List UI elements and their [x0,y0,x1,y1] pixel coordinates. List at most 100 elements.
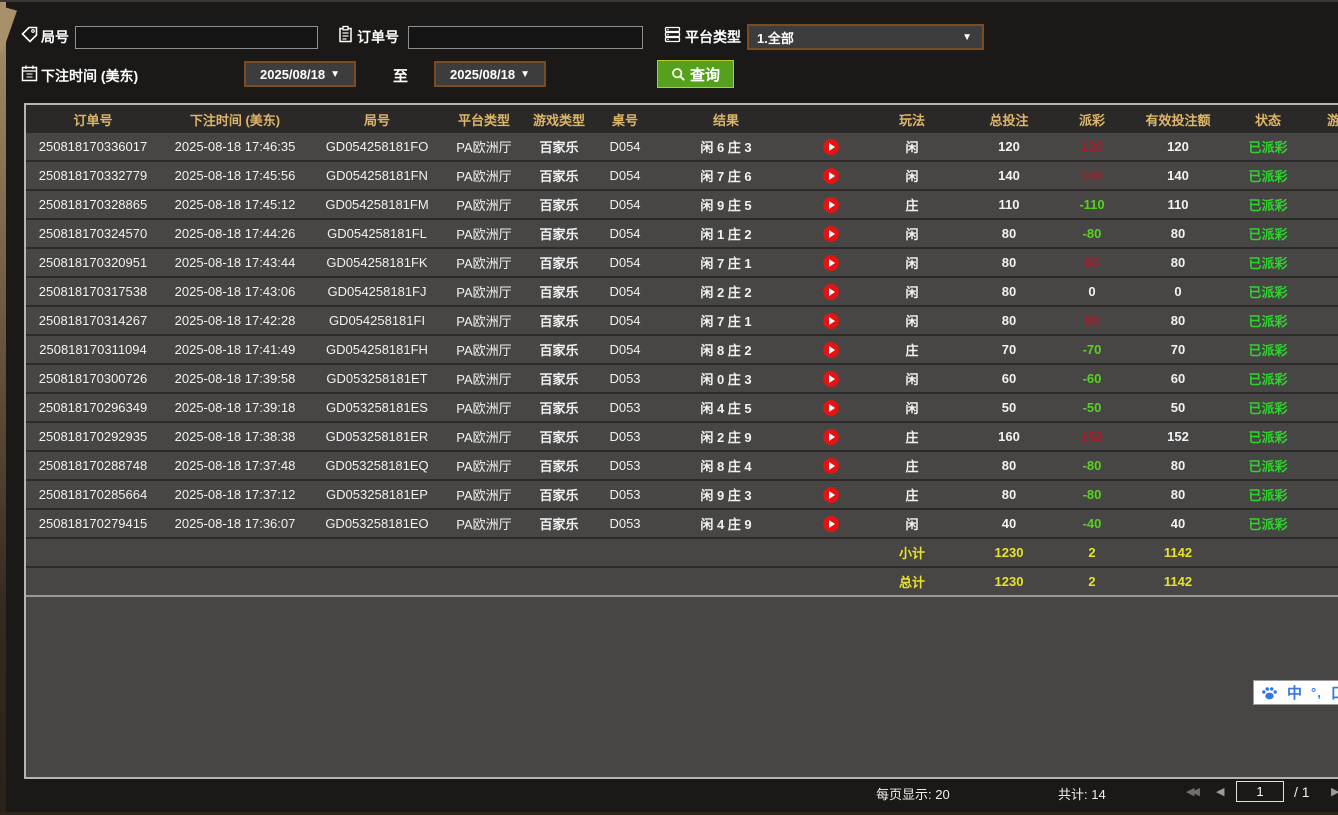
table-row: 250818170285664 2025-08-18 17:37:12 GD0532… [26,481,1338,510]
play-replay-button[interactable] [823,370,839,387]
cell-game-type: 百家乐 [539,343,579,358]
cell-round-number: GD053258181EP [326,487,428,502]
cell-result: 闲 6 庄 3 [700,140,752,155]
cell-status: 已派彩 [1248,459,1288,474]
cell-result: 闲 2 庄 2 [700,285,752,300]
cell-empty [310,539,444,566]
cell-status: 已派彩 [1248,256,1288,271]
ime-keyboard-toggle[interactable]: 口 [1331,682,1338,703]
column-header: 桌号 [611,112,638,128]
cell-status: 已派彩 [1248,227,1288,242]
cell-order-number: 250818170320951 [38,255,148,270]
cell-order-number: 250818170324570 [38,226,148,241]
table-row: 250818170317538 2025-08-18 17:43:06 GD0542… [26,278,1338,307]
page-total-label: / 1 [1294,784,1310,800]
calendar-icon [20,64,39,83]
table-row: 250818170324570 2025-08-18 17:44:26 GD0542… [26,220,1338,249]
cell-table-number: D054 [609,255,641,270]
cell-order-number: 250818170300726 [38,371,148,386]
play-replay-button[interactable] [823,196,839,213]
play-replay-button[interactable] [823,341,839,358]
cell-bet-type: 庄 [905,459,919,474]
cell-status: 已派彩 [1248,169,1288,184]
play-icon [829,374,835,383]
play-replay-button[interactable] [823,428,839,445]
cell-game-type: 百家乐 [539,314,579,329]
column-header: 订单号 [73,112,113,128]
order-label: 订单号 [357,29,399,45]
cell-valid-bet: 140 [1167,168,1189,183]
cell-total-bet: 80 [1001,313,1017,328]
column-header: 玩法 [898,112,925,128]
cell-round-number: GD054258181FL [327,226,427,241]
cell-game-type: 百家乐 [539,401,579,416]
cell-payout: -80 [1082,458,1102,473]
play-replay-button[interactable] [823,515,839,532]
ime-punctuation-toggle[interactable]: °, [1311,685,1322,700]
round-input[interactable] [75,26,318,49]
play-replay-button[interactable] [823,225,839,242]
cell-game: - [1304,162,1338,189]
play-icon [829,287,835,296]
cell-status: 已派彩 [1248,285,1288,300]
cell-status: 已派彩 [1248,314,1288,329]
play-replay-button[interactable] [823,457,839,474]
cell-game: - [1304,481,1338,508]
cell-bet-type: 闲 [905,140,919,155]
platform-select[interactable]: 1.全部 ▼ [747,24,984,50]
cell-empty [1304,568,1338,595]
cell-total-bet: 120 [998,139,1020,154]
first-page-button[interactable]: ◀◀ [1186,786,1200,798]
cell-table-number: D053 [609,400,641,415]
cell-game: - [1304,510,1338,537]
date-to-picker[interactable]: 2025/08/18 ▼ [434,61,546,87]
play-icon [829,432,835,441]
cell-round-number: GD053258181ES [326,400,428,415]
cell-replay [796,365,866,392]
play-replay-button[interactable] [823,138,839,155]
table-body: 250818170336017 2025-08-18 17:46:35 GD0542… [26,133,1338,597]
clipboard-icon [336,25,355,44]
cell-round-number: GD054258181FI [328,313,426,328]
column-header: 有效投注额 [1145,112,1211,128]
play-replay-button[interactable] [823,312,839,329]
panel-collapse-handle[interactable] [0,6,17,52]
cell-round-number: GD054258181FN [326,168,428,183]
cell-replay [796,336,866,363]
play-replay-button[interactable] [823,167,839,184]
cell-bet-type: 闲 [905,285,919,300]
cell-total-bet: 80 [1001,226,1017,241]
cell-bet-time: 2025-08-18 17:42:28 [174,313,296,328]
cell-game-type: 百家乐 [539,488,579,503]
cell-platform-type: PA欧洲厅 [456,198,512,213]
cell-payout: -70 [1082,342,1102,357]
table-row: 250818170292935 2025-08-18 17:38:38 GD0532… [26,423,1338,452]
cell-empty [26,568,160,595]
query-button[interactable]: 查询 [657,60,734,88]
cell-payout: 0 [1088,284,1096,299]
round-label: 局号 [41,29,69,45]
cell-platform-type: PA欧洲厅 [456,372,512,387]
ime-paw-icon[interactable] [1261,685,1278,701]
next-page-button[interactable]: ▶ [1331,786,1338,798]
prev-page-button[interactable]: ◀ [1216,786,1225,798]
play-replay-button[interactable] [823,486,839,503]
cell-game: - [1304,336,1338,363]
cell-result: 闲 8 庄 4 [700,459,752,474]
ime-toolbar[interactable]: 中 °, 口 [1253,680,1338,705]
page-number-input[interactable] [1236,781,1284,802]
cell-valid-bet: 152 [1167,429,1189,444]
play-icon [829,142,835,151]
cell-game-type: 百家乐 [539,459,579,474]
play-replay-button[interactable] [823,283,839,300]
cell-payout: 80 [1084,255,1100,270]
cell-valid-bet: 80 [1170,313,1186,328]
cell-round-number: GD053258181EQ [325,458,429,473]
ime-mode-toggle[interactable]: 中 [1287,685,1303,702]
play-replay-button[interactable] [823,254,839,271]
cell-payout: -80 [1082,226,1102,241]
date-from-picker[interactable]: 2025/08/18 ▼ [244,61,356,87]
play-replay-button[interactable] [823,399,839,416]
cell-result: 闲 7 庄 1 [700,314,752,329]
order-input[interactable] [408,26,643,49]
